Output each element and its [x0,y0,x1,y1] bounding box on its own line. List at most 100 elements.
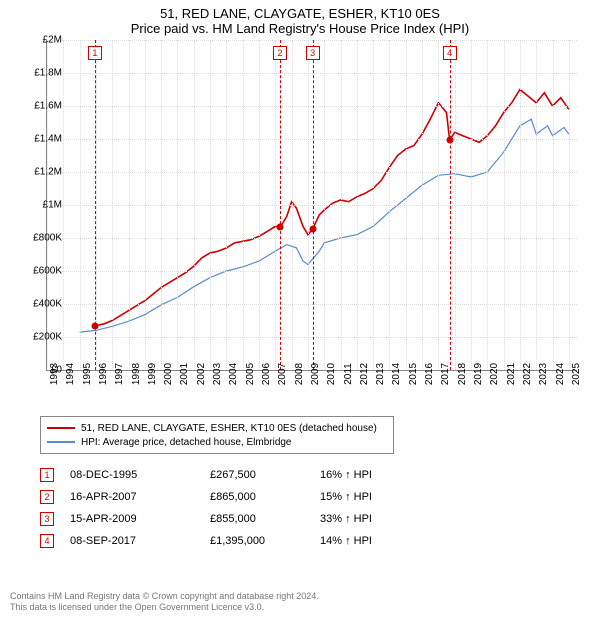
sales-table-price: £855,000 [210,513,320,525]
sale-marker-box: 4 [443,46,457,60]
sale-marker-box: 3 [306,46,320,60]
gridline-vertical [324,40,325,370]
plot-region: 1 2 3 4 [46,40,577,371]
y-axis-tick-label: £1.2M [32,167,62,178]
gridline-vertical [177,40,178,370]
gridline-vertical [504,40,505,370]
x-axis-tick-label: 2012 [359,363,370,385]
sales-table-row: 216-APR-2007£865,00015% ↑ HPI [40,486,600,508]
y-axis-tick-label: £400K [32,299,62,310]
sales-table-row: 3 15-APR-2009£855,00033% ↑ HPI [40,508,600,530]
gridline-vertical [80,40,81,370]
x-axis-tick-label: 2009 [310,363,321,385]
y-axis-tick-label: £2M [32,35,62,46]
gridline-vertical [96,40,97,370]
legend-item: 51, RED LANE, CLAYGATE, ESHER, KT10 0ES … [47,421,387,435]
sales-table-price: £267,500 [210,469,320,481]
x-axis-tick-label: 1995 [82,363,93,385]
gridline-vertical [536,40,537,370]
gridline-vertical [145,40,146,370]
gridline-vertical [161,40,162,370]
sales-table-pct: 33% ↑ HPI [320,513,430,525]
gridline-vertical [455,40,456,370]
sale-vline [450,40,451,370]
sales-table-marker: 4 [40,534,54,548]
x-axis-tick-label: 2020 [489,363,500,385]
x-axis-tick-label: 2001 [179,363,190,385]
gridline-vertical [438,40,439,370]
x-axis-tick-label: 2017 [440,363,451,385]
x-axis-tick-label: 2010 [326,363,337,385]
x-axis-tick-label: 2014 [391,363,402,385]
legend-label: 51, RED LANE, CLAYGATE, ESHER, KT10 0ES … [81,423,377,434]
footer-line2: This data is licensed under the Open Gov… [10,602,590,614]
legend-item: HPI: Average price, detached house, Elmb… [47,435,387,449]
sale-point [446,136,453,143]
gridline-vertical [406,40,407,370]
x-axis-tick-label: 2003 [212,363,223,385]
y-axis-tick-label: £1.6M [32,101,62,112]
sales-table-pct: 15% ↑ HPI [320,491,430,503]
gridline-vertical [210,40,211,370]
x-axis-tick-label: 2002 [196,363,207,385]
x-axis-tick-label: 2018 [457,363,468,385]
gridline-vertical [357,40,358,370]
chart-title-line2: Price paid vs. HM Land Registry's House … [0,21,600,40]
sales-table: 1 08-DEC-1995£267,50016% ↑ HPI 216-APR-200… [40,464,600,552]
sales-table-price: £1,395,000 [210,535,320,547]
sales-table-date: 15-APR-2009 [70,513,210,525]
sales-table-marker: 3 [40,512,54,526]
gridline-vertical [226,40,227,370]
chart-title-line1: 51, RED LANE, CLAYGATE, ESHER, KT10 0ES [0,0,600,21]
x-axis-tick-label: 2006 [261,363,272,385]
gridline-vertical [422,40,423,370]
x-axis-tick-label: 2000 [163,363,174,385]
sales-table-row: 1 08-DEC-1995£267,50016% ↑ HPI [40,464,600,486]
x-axis-tick-label: 2004 [228,363,239,385]
x-axis-tick-label: 2023 [538,363,549,385]
gridline-vertical [553,40,554,370]
legend-swatch [47,441,75,443]
y-axis-tick-label: £800K [32,233,62,244]
x-axis-tick-label: 2008 [294,363,305,385]
x-axis-tick-label: 2016 [424,363,435,385]
sales-table-pct: 14% ↑ HPI [320,535,430,547]
chart-area: 1234 £0£200K£400K£600K£800K£1M£1.2M£1.4M… [36,40,596,410]
sales-table-date: 08-DEC-1995 [70,469,210,481]
x-axis-tick-label: 1999 [147,363,158,385]
legend-box: 51, RED LANE, CLAYGATE, ESHER, KT10 0ES … [40,416,394,454]
sale-marker-box: 1 [88,46,102,60]
gridline-vertical [112,40,113,370]
x-axis-tick-label: 2024 [555,363,566,385]
y-axis-tick-label: £600K [32,266,62,277]
sale-vline [280,40,281,370]
gridline-vertical [129,40,130,370]
gridline-vertical [292,40,293,370]
sales-table-price: £865,000 [210,491,320,503]
gridline-vertical [520,40,521,370]
sale-vline [95,40,96,370]
gridline-vertical [471,40,472,370]
gridline-vertical [194,40,195,370]
legend-swatch [47,427,75,429]
x-axis-tick-label: 1998 [131,363,142,385]
sales-table-marker: 1 [40,468,54,482]
x-axis-tick-label: 2022 [522,363,533,385]
x-axis-tick-label: 2005 [245,363,256,385]
sale-marker-box: 2 [273,46,287,60]
x-axis-tick-label: 2013 [375,363,386,385]
gridline-vertical [487,40,488,370]
x-axis-tick-label: 2021 [506,363,517,385]
sale-point [309,225,316,232]
sale-vline [313,40,314,370]
gridline-vertical [308,40,309,370]
legend-label: HPI: Average price, detached house, Elmb… [81,437,292,448]
y-axis-tick-label: £1.8M [32,68,62,79]
x-axis-tick-label: 2011 [343,363,354,385]
x-axis-tick-label: 2007 [277,363,288,385]
sales-table-pct: 16% ↑ HPI [320,469,430,481]
gridline-vertical [389,40,390,370]
chart-container: 51, RED LANE, CLAYGATE, ESHER, KT10 0ES … [0,0,600,620]
x-axis-tick-label: 2019 [473,363,484,385]
x-axis-tick-label: 2025 [571,363,582,385]
